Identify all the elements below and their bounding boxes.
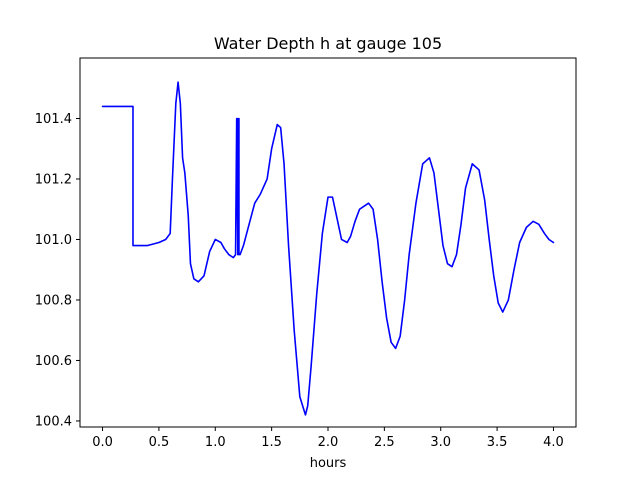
x-tick-label: 0.0 (92, 435, 113, 450)
y-tick-label: 100.4 (35, 414, 72, 429)
x-tick-label: 3.0 (430, 435, 451, 450)
y-tick-label: 101.4 (35, 112, 72, 127)
x-tick-label: 1.0 (205, 435, 226, 450)
x-tick-label: 1.5 (261, 435, 282, 450)
y-tick-label: 100.6 (35, 354, 72, 369)
chart-title: Water Depth h at gauge 105 (214, 34, 442, 53)
x-tick-label: 2.0 (318, 435, 339, 450)
x-axis-ticks: 0.0 0.5 1.0 1.5 2.0 2.5 3.0 3.5 4.0 (92, 427, 564, 450)
y-tick-label: 100.8 (35, 293, 72, 308)
x-tick-label: 4.0 (543, 435, 564, 450)
x-tick-label: 2.5 (374, 435, 395, 450)
y-tick-label: 101.0 (35, 233, 72, 248)
x-axis-label: hours (310, 456, 347, 471)
x-tick-label: 0.5 (149, 435, 170, 450)
y-axis-ticks: 100.4 100.6 100.8 101.0 101.2 101.4 (35, 112, 80, 429)
y-tick-label: 101.2 (35, 172, 72, 187)
x-tick-label: 3.5 (487, 435, 508, 450)
series-line-0 (101, 81, 555, 416)
